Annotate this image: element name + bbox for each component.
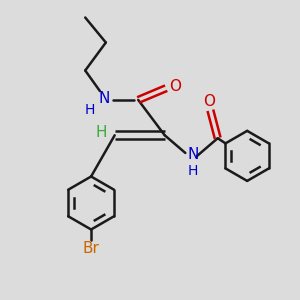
Text: H: H	[96, 125, 107, 140]
Text: N: N	[187, 147, 198, 162]
Text: Br: Br	[83, 241, 100, 256]
Text: H: H	[188, 164, 198, 178]
Text: N: N	[99, 91, 110, 106]
Text: O: O	[203, 94, 215, 109]
Text: O: O	[169, 79, 181, 94]
Text: H: H	[85, 103, 95, 117]
